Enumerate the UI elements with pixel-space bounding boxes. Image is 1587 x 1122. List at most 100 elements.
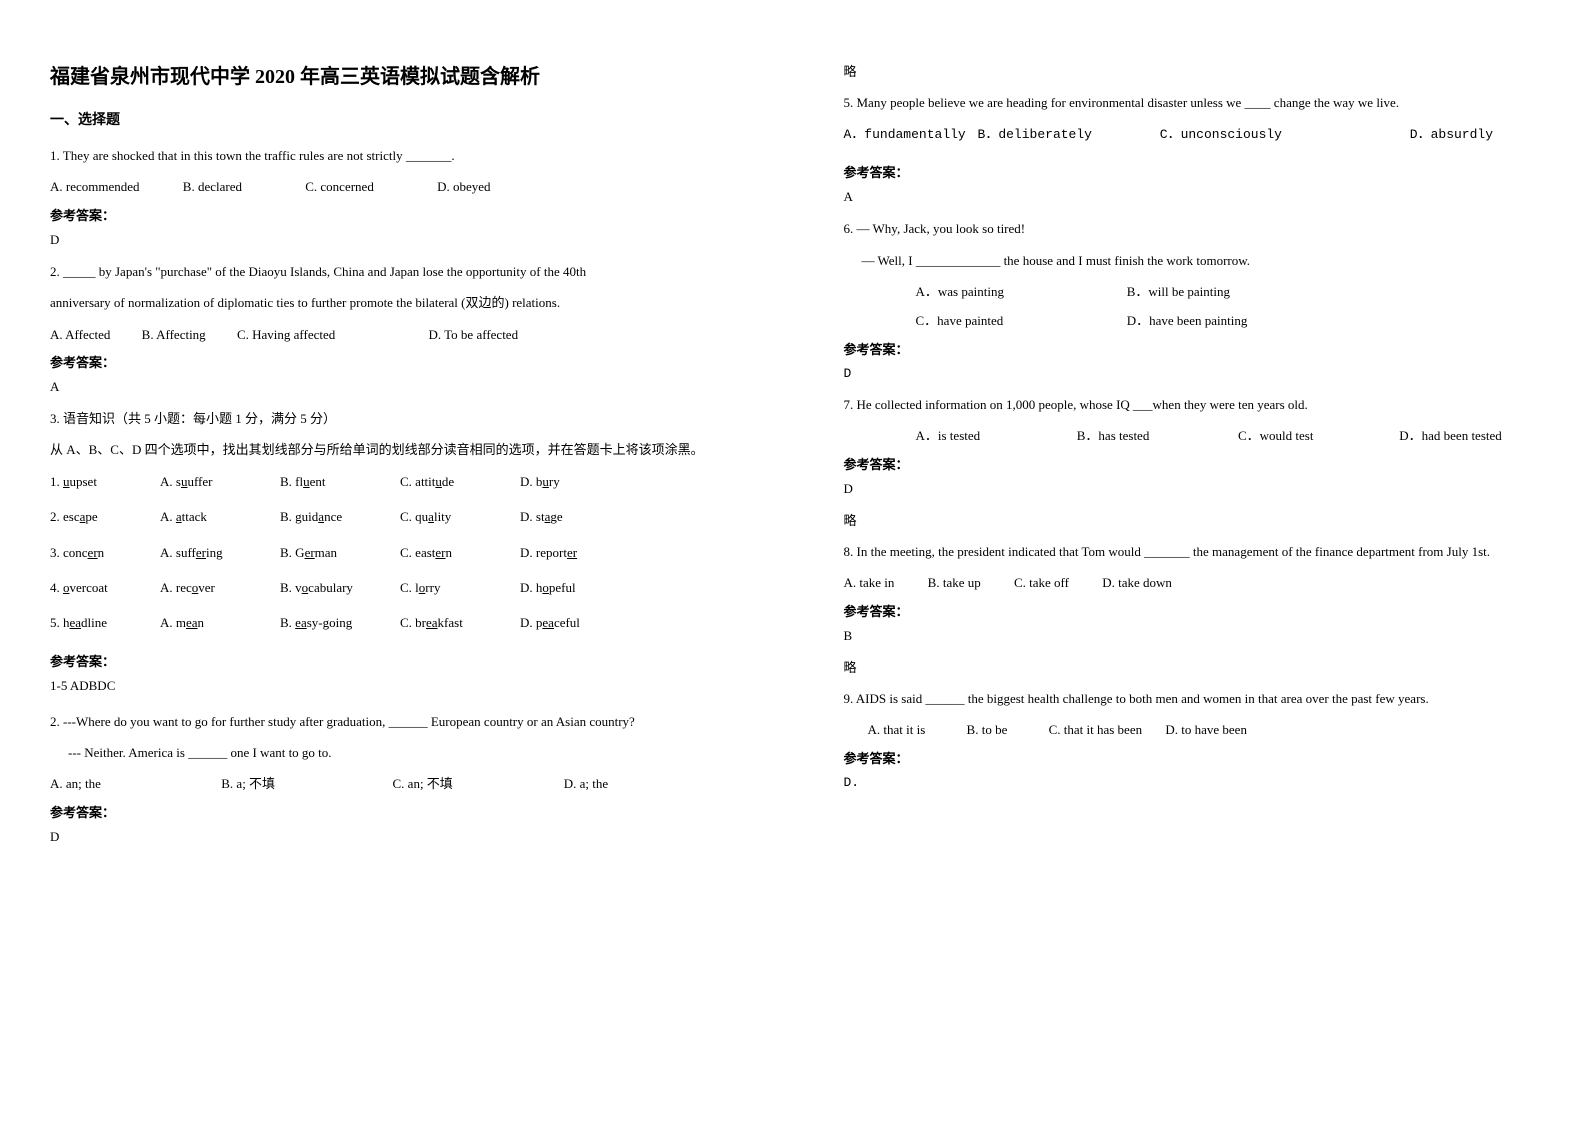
phon-cell: A. suffering [160, 541, 280, 564]
phon-cell: D. hopeful [520, 576, 640, 599]
q9-optC: C. that it has been [1037, 718, 1143, 741]
page-title: 福建省泉州市现代中学 2020 年高三英语模拟试题含解析 [50, 60, 744, 89]
phon-cell: 2. escape [50, 505, 160, 528]
phon-cell: C. attitude [400, 470, 520, 493]
left-column: 福建省泉州市现代中学 2020 年高三英语模拟试题含解析 一、选择题 1. Th… [0, 0, 794, 1122]
phon-cell: C. breakfast [400, 611, 520, 634]
q8-options: A. take in B. take up C. take off D. tak… [844, 571, 1538, 594]
q9-optA: A. that it is [856, 718, 926, 741]
q8-answer: B [844, 628, 1538, 644]
q2b-optC: C. an; 不填 [393, 772, 533, 795]
q2b-line2: --- Neither. America is ______ one I wan… [50, 741, 744, 764]
phon-cell: A. mean [160, 611, 280, 634]
q6-answer: D [844, 366, 1538, 381]
q3-heading: 3. 语音知识（共 5 小题：每小题 1 分，满分 5 分） [50, 407, 744, 430]
q8-text: 8. In the meeting, the president indicat… [844, 540, 1538, 563]
q6-optB: B．will be painting [1091, 280, 1230, 303]
q2-optD: D. To be affected [429, 323, 519, 346]
q2-line1: 2. _____ by Japan's "purchase" of the Di… [50, 260, 744, 283]
q5-options: A．fundamentally B．deliberately C．unconsc… [844, 123, 1538, 146]
q7-text: 7. He collected information on 1,000 peo… [844, 393, 1538, 416]
q7-answer-label: 参考答案： [844, 454, 1538, 473]
phon-cell: C. eastern [400, 541, 520, 564]
phon-cell: C. quality [400, 505, 520, 528]
q9-optB: B. to be [955, 718, 1008, 741]
q3-instruction: 从 A、B、C、D 四个选项中，找出其划线部分与所给单词的划线部分读音相同的选项… [50, 438, 744, 461]
phon-row: 3. concernA. sufferingB. GermanC. easter… [50, 541, 744, 564]
q1-optB: B. declared [183, 175, 242, 198]
q8-optA: A. take in [844, 571, 895, 594]
q5-text: 5. Many people believe we are heading fo… [844, 91, 1538, 114]
q1-optC: C. concerned [305, 175, 374, 198]
q6-options2: C．have painted D．have been painting [844, 309, 1538, 332]
phon-row: 4. overcoatA. recoverB. vocabularyC. lor… [50, 576, 744, 599]
q6-optC: C．have painted [880, 309, 1060, 332]
q1-answer-label: 参考答案： [50, 205, 744, 224]
q5-optA: A．fundamentally [844, 123, 966, 146]
q9-answer-label: 参考答案： [844, 748, 1538, 767]
phon-cell: A. recover [160, 576, 280, 599]
q1-optA: A. recommended [50, 175, 140, 198]
q8-lue: 略 [844, 656, 1538, 679]
q6-options1: A．was painting B．will be painting [844, 280, 1538, 303]
q5-optC: C．unconsciously [1160, 123, 1282, 146]
q7-options: A．is tested B．has tested C．would test D．… [844, 424, 1538, 447]
phon-cell: B. vocabulary [280, 576, 400, 599]
q7-answer: D [844, 481, 1538, 497]
q2-options: A. Affected B. Affecting C. Having affec… [50, 323, 744, 346]
q2b-answer-label: 参考答案： [50, 802, 744, 821]
phon-cell: B. guidance [280, 505, 400, 528]
q3-answer: 1-5 ADBDC [50, 678, 744, 694]
q1-text: 1. They are shocked that in this town th… [50, 144, 744, 167]
phon-cell: B. fluent [280, 470, 400, 493]
q5-answer: A [844, 189, 1538, 205]
q8-answer-label: 参考答案： [844, 601, 1538, 620]
right-column: 略 5. Many people believe we are heading … [794, 0, 1587, 1122]
q9-text: 9. AIDS is said ______ the biggest healt… [844, 687, 1538, 710]
phon-table: 1. uupsetA. suufferB. fluentC. attitudeD… [50, 470, 744, 635]
q2b-answer: D [50, 829, 744, 845]
q9-answer: D. [844, 775, 1538, 790]
q6-line2: — Well, I _____________ the house and I … [844, 249, 1538, 272]
phon-cell: 1. uupset [50, 470, 160, 493]
q6-optA: A．was painting [880, 280, 1060, 303]
q2-optA: A. Affected [50, 323, 110, 346]
q7-optD: D．had been tested [1363, 424, 1502, 447]
phon-cell: 3. concern [50, 541, 160, 564]
lue-top: 略 [844, 60, 1538, 83]
q1-answer: D [50, 232, 744, 248]
q5-optB: B．deliberately [978, 123, 1092, 146]
q2-line2: anniversary of normalization of diplomat… [50, 291, 744, 314]
q8-optC: C. take off [1014, 571, 1069, 594]
phon-cell: A. attack [160, 505, 280, 528]
q1-optD: D. obeyed [437, 175, 490, 198]
phon-row: 1. uupsetA. suufferB. fluentC. attitudeD… [50, 470, 744, 493]
q7-optB: B．has tested [1041, 424, 1171, 447]
phon-cell: A. suuffer [160, 470, 280, 493]
q2-answer-label: 参考答案： [50, 352, 744, 371]
q8-optD: D. take down [1102, 571, 1172, 594]
q2-optC: C. Having affected [237, 323, 335, 346]
q5-optD: D．absurdly [1410, 123, 1493, 146]
q9-options: A. that it is B. to be C. that it has be… [844, 718, 1538, 741]
phon-row: 2. escapeA. attackB. guidanceC. qualityD… [50, 505, 744, 528]
q3-answer-label: 参考答案： [50, 651, 744, 670]
phon-cell: B. German [280, 541, 400, 564]
q2b-optD: D. a; the [564, 772, 608, 795]
q6-optD: D．have been painting [1091, 309, 1248, 332]
phon-cell: 5. headline [50, 611, 160, 634]
phon-cell: D. reporter [520, 541, 640, 564]
phon-cell: 4. overcoat [50, 576, 160, 599]
q7-lue: 略 [844, 509, 1538, 532]
phon-cell: D. bury [520, 470, 640, 493]
phon-cell: B. easy-going [280, 611, 400, 634]
q9-optD: D. to have been [1153, 718, 1247, 741]
q8-optB: B. take up [928, 571, 981, 594]
q7-optA: A．is tested [880, 424, 1010, 447]
phon-cell: D. peaceful [520, 611, 640, 634]
q7-optC: C．would test [1202, 424, 1332, 447]
q2b-options: A. an; the B. a; 不填 C. an; 不填 D. a; the [50, 772, 744, 795]
q2-answer: A [50, 379, 744, 395]
phon-cell: C. lorry [400, 576, 520, 599]
phon-cell: D. stage [520, 505, 640, 528]
